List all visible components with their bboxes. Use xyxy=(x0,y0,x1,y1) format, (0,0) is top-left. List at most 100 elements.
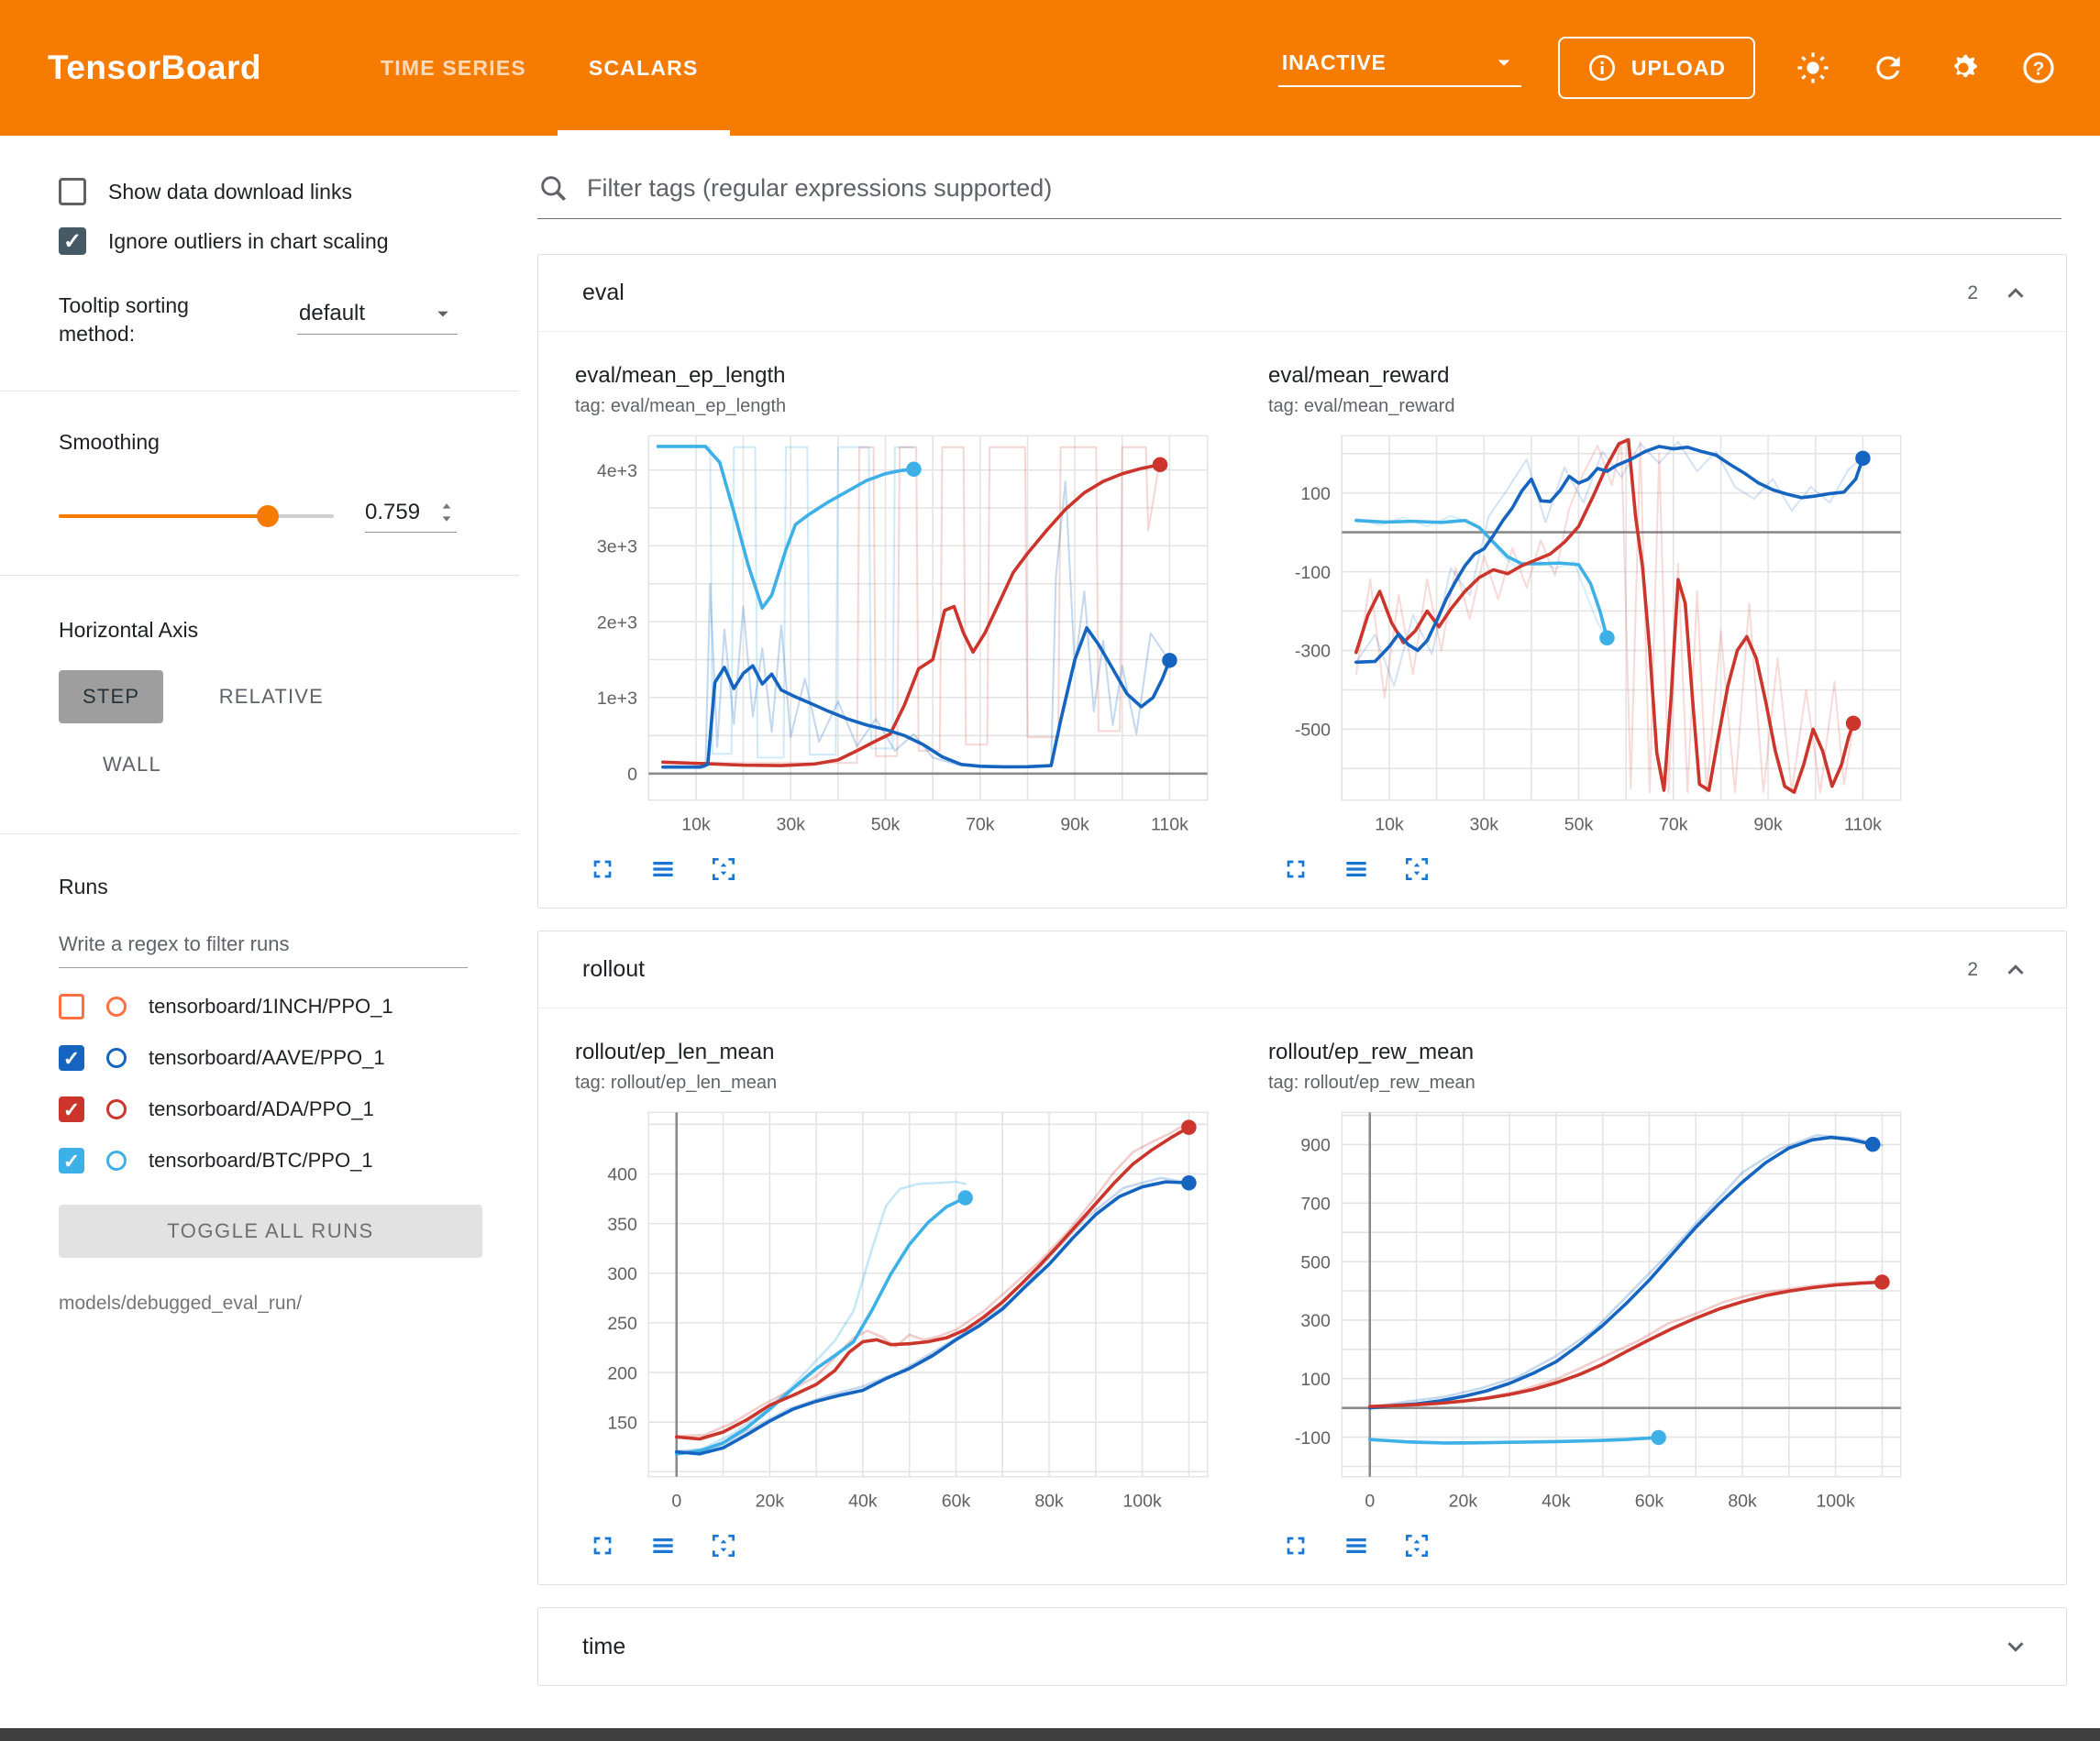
section-count: 2 xyxy=(1967,958,1978,980)
stepper-arrows-icon[interactable] xyxy=(437,499,457,526)
section-title: time xyxy=(582,1633,626,1659)
svg-text:1e+3: 1e+3 xyxy=(597,689,637,709)
section-header-rollout[interactable]: rollout 2 xyxy=(538,931,2066,1009)
fullscreen-icon[interactable] xyxy=(588,854,617,884)
svg-text:40k: 40k xyxy=(848,1492,878,1512)
brightness-icon[interactable] xyxy=(1796,50,1830,85)
tooltip-sorting-value: default xyxy=(299,301,366,325)
svg-text:400: 400 xyxy=(607,1165,637,1185)
slider-fill xyxy=(59,513,268,518)
section-header-time[interactable]: time xyxy=(538,1608,2066,1685)
chart-plot[interactable]: 10k 30k 50k 70k 90k 110k 100 -100 -300 -500 xyxy=(1268,424,1921,849)
smoothing-slider[interactable] xyxy=(59,504,334,527)
smoothing-label: Smoothing xyxy=(59,430,160,455)
svg-text:-100: -100 xyxy=(1295,1428,1331,1449)
fit-domain-icon[interactable] xyxy=(709,854,738,884)
show-download-links-checkbox[interactable]: Show data download links xyxy=(59,178,519,205)
fit-domain-icon[interactable] xyxy=(1402,854,1431,884)
tab-time-series[interactable]: TIME SERIES xyxy=(381,55,526,80)
chart-plot[interactable]: 10k 30k 50k 70k 90k 110k 0 1e+3 2e+3 3e+3 4e+3 xyxy=(575,424,1228,849)
run-row-aave[interactable]: tensorboard/AAVE/PPO_1 xyxy=(59,1045,519,1072)
chart-tag: tag: rollout/ep_rew_mean xyxy=(1268,1073,1476,1094)
refresh-icon[interactable] xyxy=(1871,50,1906,85)
run-checkbox-icon[interactable] xyxy=(59,1045,84,1072)
chart-tag: tag: eval/mean_ep_length xyxy=(575,396,787,416)
info-icon xyxy=(1587,53,1617,83)
svg-text:?: ? xyxy=(2033,58,2045,79)
svg-text:-500: -500 xyxy=(1295,721,1331,741)
runs-selector-icon[interactable] xyxy=(648,1531,678,1560)
chart-plot[interactable]: 0 20k 40k 60k 80k 100k -100 100 300 500 700 900 xyxy=(1268,1101,1921,1526)
run-row-btc[interactable]: tensorboard/BTC/PPO_1 xyxy=(59,1148,519,1174)
section-header-eval[interactable]: eval 2 xyxy=(538,255,2066,332)
slider-thumb[interactable] xyxy=(256,504,279,527)
runs-selector-icon[interactable] xyxy=(1342,854,1371,884)
settings-sidebar: Show data download links Ignore outliers… xyxy=(0,136,519,1728)
ignore-outliers-checkbox[interactable]: Ignore outliers in chart scaling xyxy=(59,227,519,255)
axis-wall-button[interactable]: WALL xyxy=(79,738,185,791)
section-count: 2 xyxy=(1967,281,1978,303)
svg-text:500: 500 xyxy=(1300,1253,1331,1273)
svg-text:30k: 30k xyxy=(776,815,805,835)
svg-text:80k: 80k xyxy=(1728,1492,1757,1512)
runs-filter-input[interactable] xyxy=(59,929,468,969)
svg-text:2e+3: 2e+3 xyxy=(597,612,637,633)
run-row-ada[interactable]: tensorboard/ADA/PPO_1 xyxy=(59,1096,519,1123)
chart-toolbar xyxy=(1281,854,1921,884)
smoothing-input[interactable] xyxy=(365,500,437,526)
runs-selector-icon[interactable] xyxy=(1342,1531,1371,1560)
horizontal-scrollbar[interactable] xyxy=(0,1728,2100,1741)
help-icon[interactable]: ? xyxy=(2021,50,2056,85)
svg-text:700: 700 xyxy=(1300,1195,1331,1215)
svg-text:300: 300 xyxy=(1300,1311,1331,1331)
axis-step-button[interactable]: STEP xyxy=(59,670,164,724)
sidebar-divider xyxy=(0,575,519,577)
toggle-all-runs-button[interactable]: TOGGLE ALL RUNS xyxy=(59,1205,482,1259)
svg-text:100k: 100k xyxy=(1122,1492,1162,1512)
checkbox-icon xyxy=(59,178,86,205)
chart-card-eval-mean-ep-length: eval/mean_ep_length tag: eval/mean_ep_le… xyxy=(575,363,1228,884)
run-checkbox-icon[interactable] xyxy=(59,1096,84,1123)
tooltip-sorting-dropdown[interactable]: default xyxy=(297,299,458,335)
chevron-up-icon[interactable] xyxy=(2002,956,2029,984)
run-checkbox-icon[interactable] xyxy=(59,994,84,1020)
svg-text:150: 150 xyxy=(607,1414,637,1434)
fullscreen-icon[interactable] xyxy=(588,1531,617,1560)
fit-domain-icon[interactable] xyxy=(1402,1531,1431,1560)
svg-text:3e+3: 3e+3 xyxy=(597,537,637,557)
run-label: tensorboard/AAVE/PPO_1 xyxy=(149,1046,385,1070)
svg-text:20k: 20k xyxy=(756,1492,785,1512)
axis-relative-button[interactable]: RELATIVE xyxy=(195,670,348,723)
fullscreen-icon[interactable] xyxy=(1281,1531,1310,1560)
run-label: tensorboard/1INCH/PPO_1 xyxy=(149,995,393,1019)
chart-plot[interactable]: 0 20k 40k 60k 80k 100k 150 200 250 300 350 400 xyxy=(575,1101,1228,1526)
tab-scalars[interactable]: SCALARS xyxy=(557,0,730,136)
svg-text:50k: 50k xyxy=(1564,815,1594,835)
status-dropdown[interactable]: INACTIVE xyxy=(1277,49,1521,87)
svg-text:-100: -100 xyxy=(1295,563,1331,583)
chevron-down-icon[interactable] xyxy=(2002,1633,2029,1660)
chart-title: rollout/ep_len_mean xyxy=(575,1040,775,1065)
run-checkbox-icon[interactable] xyxy=(59,1148,84,1174)
runs-directory-label: models/debugged_eval_run/ xyxy=(59,1293,303,1315)
checkbox-label: Ignore outliers in chart scaling xyxy=(108,228,389,253)
svg-text:80k: 80k xyxy=(1034,1492,1064,1512)
svg-text:4e+3: 4e+3 xyxy=(597,461,637,481)
header-actions: INACTIVE UPLOAD ? xyxy=(1277,37,2056,99)
fullscreen-icon[interactable] xyxy=(1281,854,1310,884)
run-label: tensorboard/ADA/PPO_1 xyxy=(149,1097,374,1121)
chevron-up-icon[interactable] xyxy=(2002,280,2029,307)
fit-domain-icon[interactable] xyxy=(709,1531,738,1560)
status-label: INACTIVE xyxy=(1281,50,1387,74)
chart-title: eval/mean_ep_length xyxy=(575,363,786,388)
run-row-1inch[interactable]: tensorboard/1INCH/PPO_1 xyxy=(59,994,519,1020)
runs-selector-icon[interactable] xyxy=(648,854,678,884)
upload-button[interactable]: UPLOAD xyxy=(1557,37,1755,99)
settings-icon[interactable] xyxy=(1946,50,1981,85)
runs-label: Runs xyxy=(59,875,108,899)
smoothing-section: Smoothing xyxy=(59,430,519,534)
tooltip-sorting-row: Tooltip sorting method: default xyxy=(59,292,519,348)
chart-tag: tag: rollout/ep_len_mean xyxy=(575,1073,778,1094)
horizontal-axis-label: Horizontal Axis xyxy=(59,618,199,643)
tag-filter-input[interactable] xyxy=(587,173,2061,203)
